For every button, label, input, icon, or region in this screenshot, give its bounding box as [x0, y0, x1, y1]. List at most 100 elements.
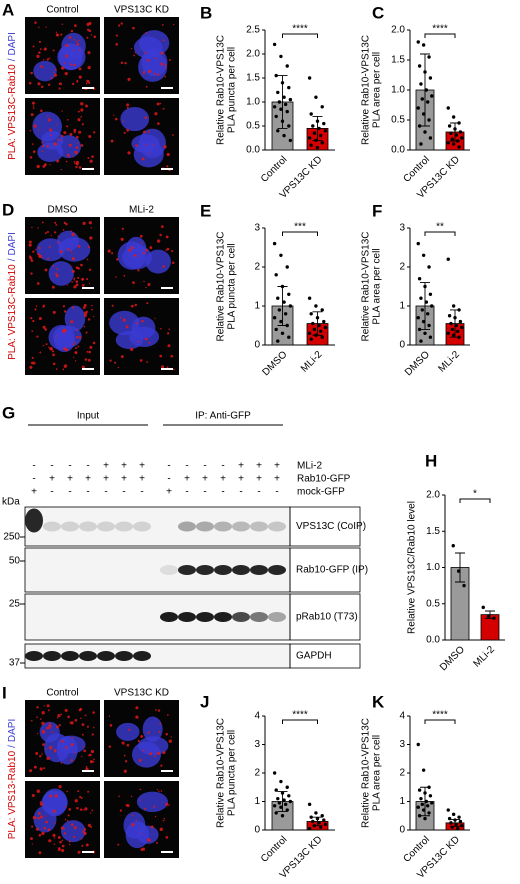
- pla-dot: [35, 751, 39, 755]
- pla-dot: [88, 350, 91, 354]
- pla-dot: [63, 832, 67, 835]
- pla-dot: [39, 65, 42, 68]
- pla-dot: [59, 139, 62, 142]
- pla-dot: [134, 144, 136, 146]
- pla-dot: [154, 755, 157, 758]
- data-point: [447, 124, 452, 128]
- pla-dot: [63, 333, 65, 335]
- pla-dot: [66, 125, 69, 128]
- data-point: [288, 97, 293, 102]
- data-point: [427, 323, 431, 328]
- treatment-sign: -: [68, 461, 71, 472]
- pla-dot: [75, 162, 79, 166]
- pla-dot: [91, 809, 94, 812]
- pla-dot: [89, 159, 93, 163]
- pla-dot: [144, 337, 148, 341]
- data-point: [282, 95, 286, 99]
- pla-dot: [73, 285, 77, 289]
- treatment-sign: -: [86, 461, 89, 472]
- pla-dot: [52, 833, 56, 837]
- pla-dot: [146, 302, 149, 305]
- y-tick-label: 1.0: [246, 97, 260, 108]
- pla-dot: [56, 138, 60, 141]
- pla-dot: [162, 107, 165, 110]
- pla-dot: [135, 715, 139, 719]
- pla-dot: [169, 59, 171, 62]
- pla-dot: [78, 49, 81, 51]
- pla-dot: [37, 128, 40, 131]
- pla-dot: [153, 72, 156, 75]
- pla-dot: [60, 762, 63, 764]
- data-point: [426, 804, 430, 808]
- y-tick-label: 0.0: [426, 635, 440, 646]
- data-point: [320, 105, 324, 109]
- data-point: [426, 100, 430, 104]
- data-point: [424, 300, 429, 304]
- data-point: [272, 316, 277, 320]
- pla-dot: [59, 250, 63, 254]
- pla-dot: [38, 851, 42, 855]
- pla-dot: [90, 812, 92, 814]
- pla-dot: [88, 754, 90, 757]
- pla-dot: [54, 231, 57, 234]
- pla-dot: [83, 303, 87, 307]
- pla-dot: [63, 827, 65, 830]
- pla-dot: [31, 330, 34, 332]
- pla-dot: [143, 807, 146, 810]
- pla-dot: [147, 130, 150, 133]
- pla-label: PLA: VPS13C-Rab10: [7, 264, 18, 360]
- pla-dot: [65, 44, 68, 47]
- x-tick-label: DMSO: [403, 349, 432, 378]
- pla-dot: [141, 242, 143, 245]
- pla-dot: [34, 308, 37, 311]
- pla-dot: [41, 711, 45, 715]
- pla-dot: [76, 142, 79, 144]
- significance-bracket: [282, 33, 318, 38]
- data-point: [417, 277, 422, 281]
- pla-dot: [125, 804, 128, 807]
- pla-dot: [165, 836, 169, 839]
- pla-dot: [29, 156, 33, 159]
- pla-dot: [50, 77, 53, 80]
- pla-dot: [74, 351, 78, 355]
- pla-dot: [41, 831, 45, 836]
- pla-dot: [39, 767, 43, 771]
- pla-dot: [84, 314, 87, 318]
- pla-dot: [65, 348, 69, 352]
- data-point: [272, 771, 277, 775]
- error-bar: [485, 610, 495, 619]
- pla-dot: [108, 715, 111, 717]
- pla-dot: [33, 765, 37, 769]
- band: [196, 521, 214, 532]
- pla-dot: [75, 135, 79, 139]
- pla-dot: [35, 305, 38, 307]
- pla-dot: [48, 245, 51, 248]
- pla-dot: [93, 726, 95, 729]
- pla-dot: [163, 266, 165, 268]
- column-title: DMSO: [48, 205, 78, 216]
- treatment-sign: +: [238, 461, 244, 472]
- treatment-sign: -: [140, 487, 143, 498]
- pla-dot: [70, 743, 74, 747]
- band: [133, 521, 151, 532]
- significance-bracket: [282, 231, 318, 236]
- pla-dot: [37, 812, 41, 815]
- pla-dot: [64, 818, 67, 821]
- pla-dot: [65, 746, 68, 749]
- treatment-sign: +: [49, 474, 55, 485]
- pla-dot: [89, 345, 93, 349]
- pla-dot: [135, 144, 139, 147]
- data-point: [307, 331, 312, 335]
- pla-dot: [165, 732, 168, 736]
- pla-dot: [62, 368, 65, 371]
- pla-dot: [68, 840, 71, 843]
- pla-dot: [58, 87, 61, 90]
- pla-dot: [70, 230, 72, 232]
- data-point: [276, 296, 280, 300]
- data-point: [454, 822, 459, 826]
- data-point: [416, 805, 420, 809]
- pla-dot: [171, 261, 175, 264]
- y-axis-label: Relative Rab10-VPS13C: [216, 231, 227, 341]
- pla-dot: [88, 29, 92, 33]
- significance-bracket: [424, 231, 456, 236]
